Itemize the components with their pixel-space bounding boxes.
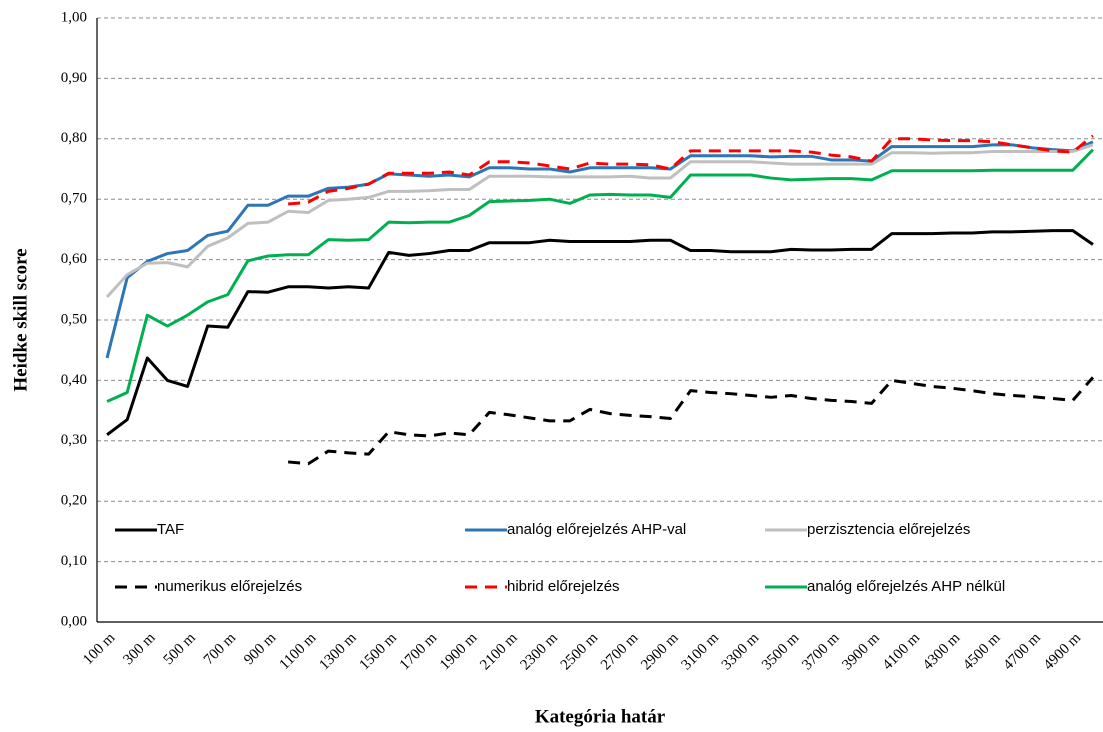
y-tick-label: 0,70 — [61, 191, 87, 207]
x-tick-label: 3100 m — [678, 630, 722, 674]
y-tick-label: 0,10 — [61, 553, 87, 569]
legend-label: TAF — [157, 521, 184, 538]
y-tick-label: 0,60 — [61, 251, 87, 267]
y-tick-label: 0,20 — [61, 493, 87, 509]
x-axis-title: Kategória határ — [535, 706, 666, 727]
x-tick-label: 3500 m — [759, 630, 803, 674]
y-tick-label: 0,80 — [61, 130, 87, 146]
x-tick-label: 4700 m — [1000, 630, 1044, 674]
x-tick-label: 2100 m — [477, 630, 521, 674]
x-tick-label: 1900 m — [437, 630, 481, 674]
y-tick-label: 1,00 — [61, 9, 87, 25]
x-tick-label: 500 m — [161, 630, 199, 668]
legend-label: numerikus előrejelzés — [157, 578, 302, 595]
x-tick-label: 100 m — [80, 630, 118, 668]
x-tick-label: 700 m — [201, 630, 239, 668]
x-tick-label: 1300 m — [316, 630, 360, 674]
x-tick-label: 1500 m — [357, 630, 401, 674]
y-tick-label: 0,50 — [61, 311, 87, 327]
x-tick-label: 2700 m — [598, 630, 642, 674]
x-tick-label: 4300 m — [920, 630, 964, 674]
x-tick-label: 3700 m — [799, 630, 843, 674]
x-tick-label: 2300 m — [518, 630, 562, 674]
legend-label: perzisztencia előrejelzés — [807, 521, 970, 538]
legend-label: hibrid előrejelzés — [507, 578, 620, 595]
y-axis-title: Heidke skill score — [10, 248, 31, 391]
x-tick-label: 4500 m — [960, 630, 1004, 674]
x-tick-label: 3900 m — [839, 630, 883, 674]
x-tick-label: 4900 m — [1041, 630, 1085, 674]
y-tick-label: 0,90 — [61, 70, 87, 86]
series-line — [288, 376, 1095, 466]
x-tick-label: 2900 m — [638, 630, 682, 674]
series-line — [106, 229, 1094, 436]
series-line — [288, 134, 1094, 206]
y-tick-label: 0,00 — [61, 613, 87, 629]
x-tick-label: 3300 m — [719, 630, 763, 674]
x-tick-label: 4100 m — [880, 630, 924, 674]
x-tick-label: 900 m — [241, 630, 279, 668]
y-tick-label: 0,40 — [61, 372, 87, 388]
x-tick-label: 1100 m — [276, 630, 319, 673]
y-tick-label: 0,30 — [61, 432, 87, 448]
x-tick-label: 2500 m — [558, 630, 602, 674]
legend-label: analóg előrejelzés AHP nélkül — [807, 578, 1005, 595]
x-tick-label: 1700 m — [397, 630, 441, 674]
series-line — [105, 140, 1094, 359]
x-tick-label: 300 m — [120, 630, 158, 668]
series-line — [105, 143, 1094, 299]
legend-label: analóg előrejelzés AHP-val — [507, 521, 686, 538]
series-line — [106, 148, 1095, 403]
